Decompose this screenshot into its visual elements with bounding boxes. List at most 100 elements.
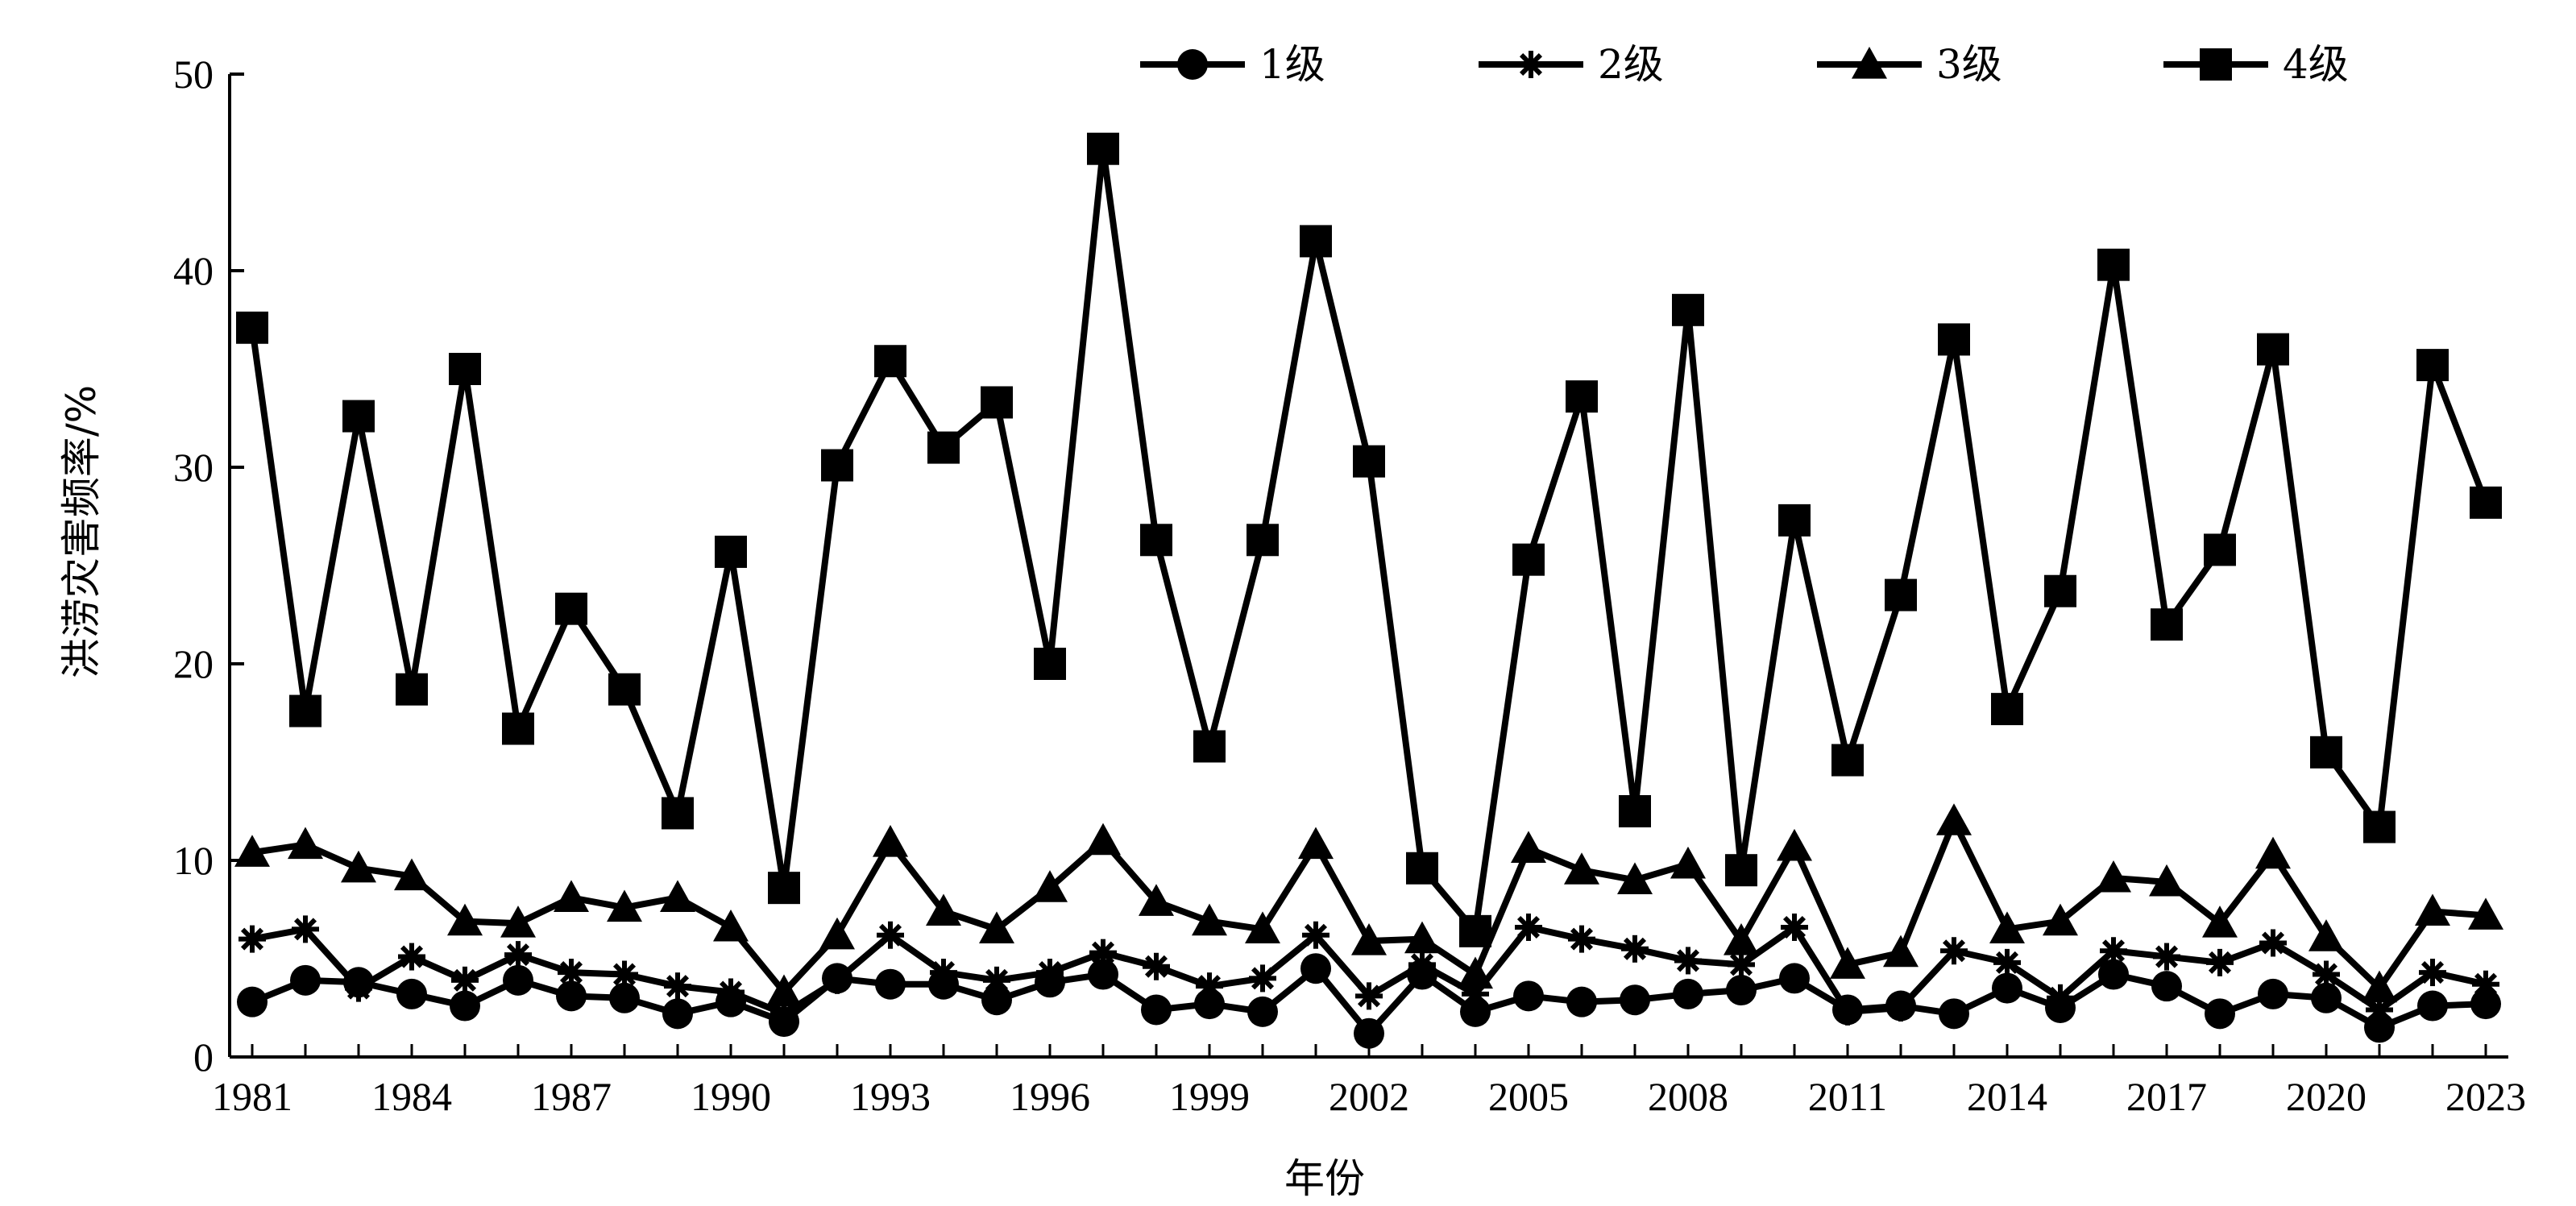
data-point [2204, 533, 2236, 566]
data-point [1778, 504, 1811, 537]
data-point [2313, 960, 2340, 988]
data-point [715, 535, 747, 568]
marker-stroke [1091, 941, 1115, 964]
data-point [1353, 445, 1385, 478]
data-point [713, 909, 749, 942]
data-point [1670, 846, 1706, 879]
marker-stroke [2367, 998, 2391, 1022]
data-point [1885, 578, 1917, 611]
data-point [292, 915, 319, 943]
data-point [2470, 988, 2501, 1020]
data-point [2100, 937, 2127, 965]
x-tick-label: 1984 [371, 1074, 452, 1119]
marker-stroke [1623, 937, 1647, 960]
marker-stroke [931, 961, 956, 984]
marker-stroke [1197, 975, 1222, 998]
legend-entry-1: 1级 [1140, 41, 1325, 88]
x-tick-label: 1990 [691, 1074, 771, 1119]
data-point [1620, 984, 1650, 1016]
data-point [2310, 736, 2342, 769]
marker-stroke [1519, 52, 1543, 77]
data-point [1566, 986, 1597, 1017]
data-point [1032, 870, 1068, 902]
data-point [1938, 323, 1970, 356]
marker-stroke [985, 968, 1009, 992]
data-point [2257, 333, 2289, 366]
data-point [2416, 349, 2449, 382]
legend-marker [2200, 48, 2232, 81]
data-point [874, 345, 906, 378]
marker-stroke [878, 923, 902, 947]
data-point [2470, 486, 2502, 519]
data-point [1883, 935, 1919, 968]
data-point [1088, 959, 1118, 990]
data-point [2153, 943, 2180, 971]
data-point [877, 921, 904, 949]
data-point [290, 964, 321, 996]
data-point [1192, 903, 1227, 936]
data-point [288, 827, 323, 860]
x-tick-label: 2008 [1648, 1074, 1728, 1119]
marker-stroke [1676, 949, 1700, 972]
data-point [1566, 380, 1598, 413]
data-point [930, 959, 957, 987]
data-point [1777, 828, 1812, 861]
data-point [981, 984, 1012, 1016]
marker-stroke [2474, 972, 2498, 996]
data-point [2043, 903, 2078, 936]
marker-stroke [1570, 927, 1594, 951]
marker-stroke [240, 927, 264, 951]
data-point [1406, 852, 1438, 885]
y-tick-label: 50 [173, 52, 214, 97]
data-point [1991, 693, 2023, 726]
series-3 [234, 803, 2503, 1007]
data-point [2044, 574, 2076, 607]
data-point [2205, 998, 2235, 1030]
data-point [1728, 951, 1755, 979]
marker-stroke [2420, 961, 2445, 984]
data-point [502, 712, 534, 745]
series-line [249, 145, 2489, 935]
data-point [1936, 803, 1972, 835]
data-point [237, 986, 268, 1017]
marker-stroke [2208, 951, 2232, 974]
data-point [1779, 963, 1810, 994]
data-point [1085, 823, 1121, 856]
data-point [1354, 1017, 1384, 1049]
x-tick-label: 1981 [212, 1074, 292, 1119]
data-point [1568, 925, 1595, 953]
data-point [345, 974, 372, 1002]
data-point [1193, 730, 1226, 763]
data-point [2472, 970, 2499, 998]
x-tick-label: 2023 [2445, 1074, 2526, 1119]
data-point [1298, 827, 1334, 860]
data-point [1781, 913, 1808, 941]
data-point [1619, 795, 1651, 827]
data-point [2468, 897, 2503, 930]
legend-marker [1517, 51, 1545, 78]
x-tick-label: 1987 [531, 1074, 612, 1119]
series-4 [236, 132, 2502, 947]
data-point [1673, 978, 1703, 1009]
data-point [1513, 980, 1544, 1012]
data-point [2259, 929, 2287, 957]
data-point [1141, 994, 1172, 1026]
data-point [1245, 911, 1280, 943]
data-point [927, 431, 960, 464]
data-point [449, 353, 481, 385]
data-point [821, 449, 853, 482]
marker-stroke [1889, 996, 1913, 1020]
data-point [450, 990, 480, 1022]
data-point [1674, 947, 1702, 975]
data-point [1830, 947, 1865, 979]
data-point [2417, 990, 2448, 1022]
data-point [819, 917, 855, 950]
series-line [251, 818, 2487, 996]
data-point [1196, 972, 1223, 1001]
data-point [1351, 923, 1387, 955]
y-axis-title: 洪涝灾害频率/% [58, 385, 105, 678]
series-layer [234, 132, 2503, 1049]
y-tick-label: 20 [173, 641, 214, 686]
marker-stroke [506, 943, 530, 967]
